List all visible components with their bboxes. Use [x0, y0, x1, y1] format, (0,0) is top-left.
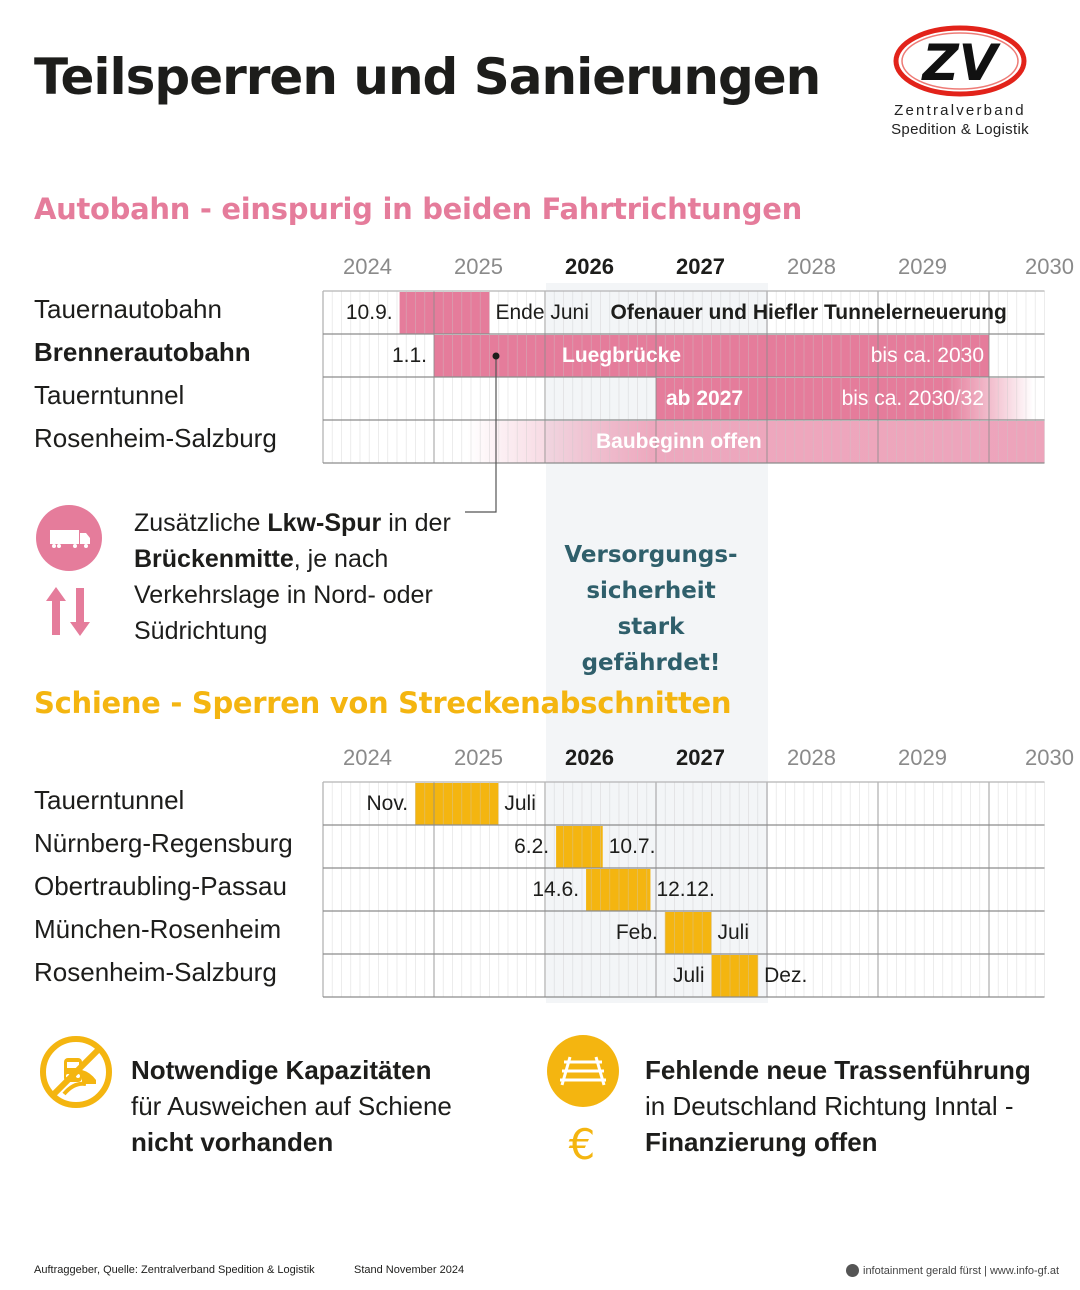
- rail-section-title: Schiene - Sperren von Streckenabschnitte…: [34, 686, 732, 720]
- year-tick-label: 2030: [1025, 254, 1074, 279]
- truck-icon-group: [36, 505, 102, 636]
- no-train-icon: [40, 1036, 112, 1108]
- truck-note-part: Zusätzliche: [134, 509, 268, 537]
- row-label: Tauerntunnel: [34, 785, 185, 815]
- year-tick-label: 2024: [343, 745, 392, 770]
- year-tick-label: 2028: [787, 745, 836, 770]
- bar-label: ab 2027: [666, 387, 744, 410]
- bar-label: Dez.: [764, 964, 808, 987]
- rail-track-icon: [547, 1035, 619, 1107]
- zv-logo-mark-icon: ZV: [893, 25, 1027, 97]
- truck-note-part: Lkw-Spur: [267, 509, 382, 537]
- truck-icon: [36, 505, 102, 571]
- bar-label: Juli: [717, 921, 750, 944]
- year-tick-label: 2030: [1025, 745, 1074, 770]
- bar-label: bis ca. 2030/32: [841, 387, 984, 410]
- row-label: Tauerntunnel: [34, 380, 185, 410]
- row-label: Rosenheim-Salzburg: [34, 423, 277, 453]
- row-label: Obertraubling-Passau: [34, 871, 287, 901]
- logo-line-2: Spedition & Logistik: [891, 121, 1029, 138]
- capacity-note: Notwendige Kapazitäten für Ausweichen au…: [131, 1052, 452, 1160]
- page-title: Teilsperren und Sanierungen: [34, 48, 821, 106]
- row-label: Brennerautobahn: [34, 337, 251, 367]
- supply-warning-line-3: stark gefährdet!: [581, 614, 721, 676]
- road-gantt-chart: 2024 2025 2026 2027 2028 2029 2030 Tauernautoba…: [0, 0, 1080, 520]
- gantt-bar: [664, 912, 712, 954]
- gantt-bar: [415, 783, 499, 825]
- gantt-bar: [399, 292, 490, 334]
- bar-label: 14.6.: [532, 878, 580, 901]
- road-section-title: Autobahn - einspurig in beiden Fahrtrich…: [34, 192, 802, 226]
- year-tick-label: 2025: [454, 254, 503, 279]
- capacity-note-line-2: für Ausweichen auf Schiene: [131, 1091, 452, 1121]
- gantt-bar: [656, 378, 1034, 420]
- gantt-bar: [556, 826, 603, 868]
- truck-note-part: in der: [381, 509, 451, 537]
- footer-credit: infotainment gerald fürst | www.info-gf.…: [846, 1264, 1059, 1277]
- supply-warning: Versorgungs- sicherheit stark gefährdet!: [546, 537, 756, 681]
- row-label: München-Rosenheim: [34, 914, 282, 944]
- year-tick-label: 2024: [343, 254, 392, 279]
- supply-warning-line-2: sicherheit: [586, 578, 716, 604]
- two-way-arrows-icon: [46, 587, 90, 636]
- gantt-bar: [434, 335, 989, 377]
- bar-label: Nov.: [366, 792, 409, 815]
- bar-label: Luegbrücke: [562, 344, 682, 367]
- footer-source: Auftraggeber, Quelle: Zentralverband Spe…: [34, 1264, 315, 1276]
- leader-line: [465, 352, 500, 513]
- route-note-line-1: Fehlende neue Trassenführung: [645, 1055, 1031, 1085]
- gantt-bar: [467, 421, 1045, 463]
- year-tick-label: 2026: [565, 254, 614, 279]
- gantt-svg: [322, 781, 1045, 998]
- luegbruecke-marker: [492, 352, 500, 360]
- bar-label: Ofenauer und Hiefler Tunnelerneuerung: [610, 301, 1007, 324]
- gantt-bar: [711, 955, 759, 997]
- route-note: Fehlende neue Trassenführung in Deutschl…: [645, 1052, 1031, 1160]
- bar-label: 1.1.: [391, 344, 427, 367]
- capacity-note-line-1: Notwendige Kapazitäten: [131, 1055, 432, 1085]
- bar-label: 10.9.: [345, 301, 393, 324]
- gantt-bar: [586, 869, 651, 911]
- bar-label: Feb.: [615, 921, 658, 944]
- year-tick-label: 2027: [676, 254, 725, 279]
- year-tick-label: 2027: [676, 745, 725, 770]
- row-label: Rosenheim-Salzburg: [34, 957, 277, 987]
- footer-date: Stand November 2024: [354, 1264, 465, 1276]
- bar-label: Baubeginn offen: [596, 430, 762, 453]
- logo-line-1: Zentralverband: [894, 102, 1026, 119]
- truck-note-part: , je nach Verkehrslage in Nord- oder Süd…: [134, 545, 433, 645]
- bar-label: Juli: [504, 792, 536, 815]
- footer-credit-text: infotainment gerald fürst | www.info-gf.…: [863, 1264, 1060, 1277]
- year-tick-label: 2029: [898, 745, 947, 770]
- year-tick-label: 2029: [898, 254, 947, 279]
- bar-label: Ende Juni: [495, 301, 589, 324]
- supply-warning-line-1: Versorgungs-: [564, 542, 738, 568]
- row-label: Tauernautobahn: [34, 294, 222, 324]
- route-note-line-2: in Deutschland Richtung Inntal -: [645, 1091, 1014, 1121]
- capacity-note-line-3: nicht vorhanden: [131, 1127, 334, 1157]
- year-tick-label: 2026: [565, 745, 614, 770]
- rail-finance-icons: €: [547, 1035, 619, 1165]
- route-note-line-3: Finanzierung offen: [645, 1127, 878, 1157]
- euro-icon: €: [569, 1120, 596, 1165]
- row-label: Nürnberg-Regensburg: [34, 828, 293, 858]
- truck-lane-note: Zusätzliche Lkw-Spur in der Brückenmitte…: [134, 505, 474, 649]
- bar-label: 12.12.: [656, 878, 715, 901]
- zv-logo: ZV Zentralverband Spedition & Logistik: [870, 22, 1050, 147]
- gantt-svg: [322, 290, 1045, 464]
- infotainment-logo-icon: [846, 1264, 859, 1277]
- truck-note-part: Brückenmitte: [134, 545, 294, 573]
- year-tick-label: 2025: [454, 745, 503, 770]
- bar-label: 6.2.: [514, 835, 550, 858]
- rail-gantt-chart: 2024 2025 2026 2027 2028 2029 2030 Tauerntunnel…: [34, 745, 1074, 998]
- logo-mark-text: ZV: [921, 34, 1001, 92]
- bar-label: Juli: [672, 964, 705, 987]
- bar-label: 10.7.: [608, 835, 656, 858]
- year-tick-label: 2028: [787, 254, 836, 279]
- bar-label: bis ca. 2030: [870, 344, 984, 367]
